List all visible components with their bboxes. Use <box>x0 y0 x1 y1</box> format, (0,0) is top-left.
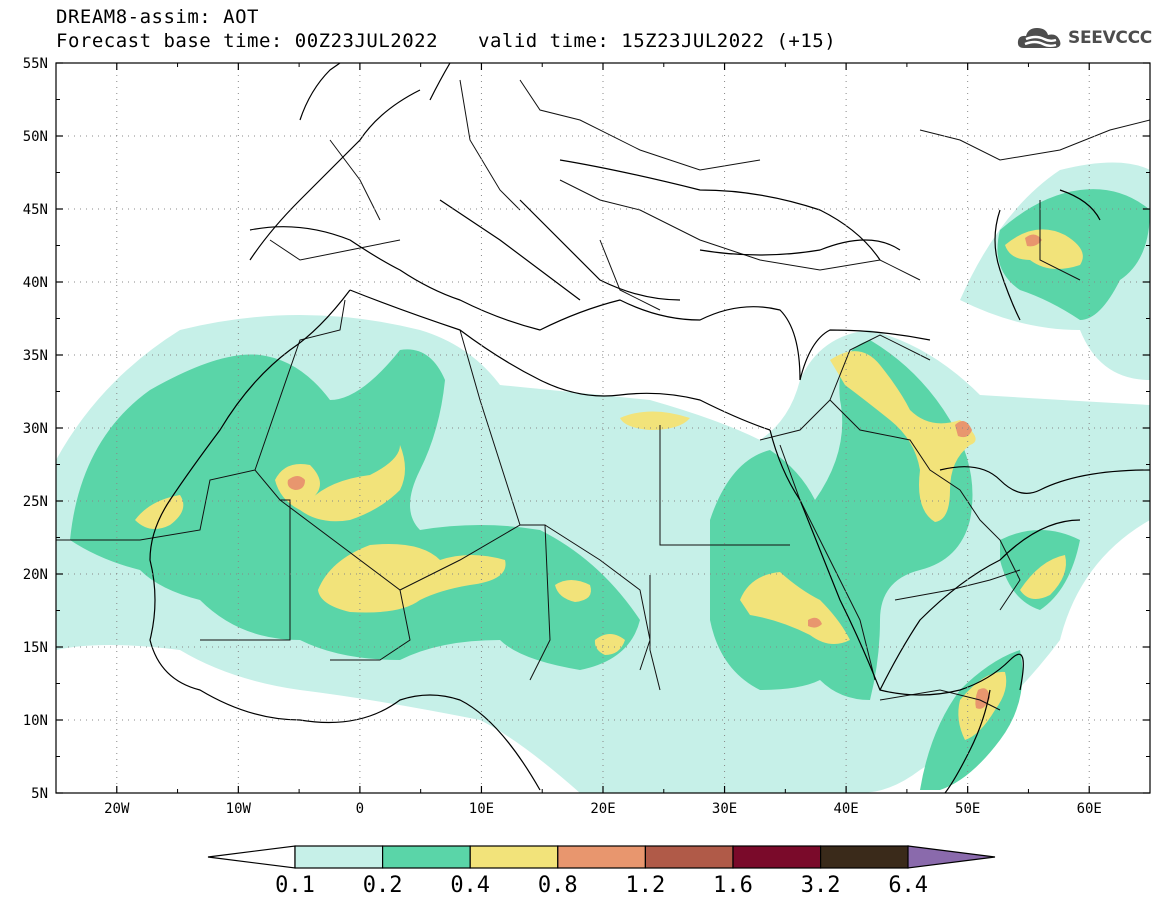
gridlines <box>56 63 1150 793</box>
map-plot-area: 55N 50N 45N 40N 35N 30N 25N 20N 15N 10N 5N 20W 10W 0… <box>23 56 1151 817</box>
colorbar-under-triangle <box>207 845 296 869</box>
colorbar-label: 0.1 <box>275 873 315 898</box>
title-line-1: DREAM8-assim: AOT <box>56 6 259 28</box>
colorbar-cell <box>732 845 822 869</box>
lon-label: 0 <box>356 801 364 817</box>
longitude-axis: 20W 10W 0 10E 20E 30E 40E 50E 60E <box>55 63 1151 817</box>
lon-label: 60E <box>1077 801 1102 817</box>
lat-label: 5N <box>31 786 48 802</box>
logo-text: SEEVCCC <box>1068 28 1152 48</box>
colorbar-cell <box>644 845 734 869</box>
lat-label: 10N <box>23 713 48 729</box>
lon-label: 20W <box>104 801 130 817</box>
lat-label: 45N <box>23 202 48 218</box>
title-line-2: Forecast base time: 00Z23JUL2022 <box>56 30 439 52</box>
lat-label: 50N <box>23 129 48 145</box>
colorbar-over-triangle <box>907 845 996 869</box>
lon-label: 50E <box>955 801 980 817</box>
lat-label: 30N <box>23 421 48 437</box>
colorbar-label: 6.4 <box>888 873 928 898</box>
lat-label: 40N <box>23 275 48 291</box>
valid-time: valid time: 15Z23JUL2022 (+15) <box>478 30 837 52</box>
colorbar-cell <box>557 845 646 869</box>
lon-label: 20E <box>590 801 615 817</box>
lon-label: 30E <box>712 801 737 817</box>
latitude-axis: 55N 50N 45N 40N 35N 30N 25N 20N 15N 10N 5N <box>23 56 1150 802</box>
colorbar-cell <box>469 845 559 869</box>
colorbar-cell <box>382 845 471 869</box>
colorbar-label: 0.8 <box>538 873 578 898</box>
colorbar-label: 1.6 <box>713 873 753 898</box>
lon-label: 40E <box>833 801 858 817</box>
seevccc-logo: SEEVCCC <box>1016 22 1152 54</box>
cloud-icon <box>1017 28 1061 48</box>
coastlines <box>149 63 1150 793</box>
colorbar-label: 1.2 <box>626 873 666 898</box>
aot-level-0-8 <box>287 234 1042 709</box>
colorbar-cell <box>819 845 909 869</box>
colorbar-label: 0.4 <box>450 873 490 898</box>
lon-label: 10W <box>226 801 252 817</box>
lat-label: 55N <box>23 56 48 72</box>
lat-label: 15N <box>23 640 48 656</box>
lat-label: 20N <box>23 567 48 583</box>
colorbar-cell <box>294 845 384 869</box>
colorbar-label: 0.2 <box>363 873 403 898</box>
lon-label: 10E <box>469 801 494 817</box>
lat-label: 25N <box>23 494 48 510</box>
colorbar: 0.1 0.2 0.4 0.8 1.2 1.6 3.2 6.4 <box>207 845 996 898</box>
colorbar-label: 3.2 <box>801 873 841 898</box>
lat-label: 35N <box>23 348 48 364</box>
